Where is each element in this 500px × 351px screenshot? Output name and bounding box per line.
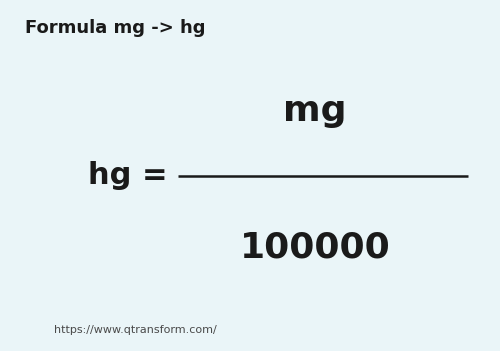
Text: https://www.qtransform.com/: https://www.qtransform.com/ [54,325,216,335]
Text: mg: mg [283,94,347,127]
Text: 100000: 100000 [240,231,390,264]
Text: hg =: hg = [88,161,168,190]
Text: Formula mg -> hg: Formula mg -> hg [25,19,206,37]
